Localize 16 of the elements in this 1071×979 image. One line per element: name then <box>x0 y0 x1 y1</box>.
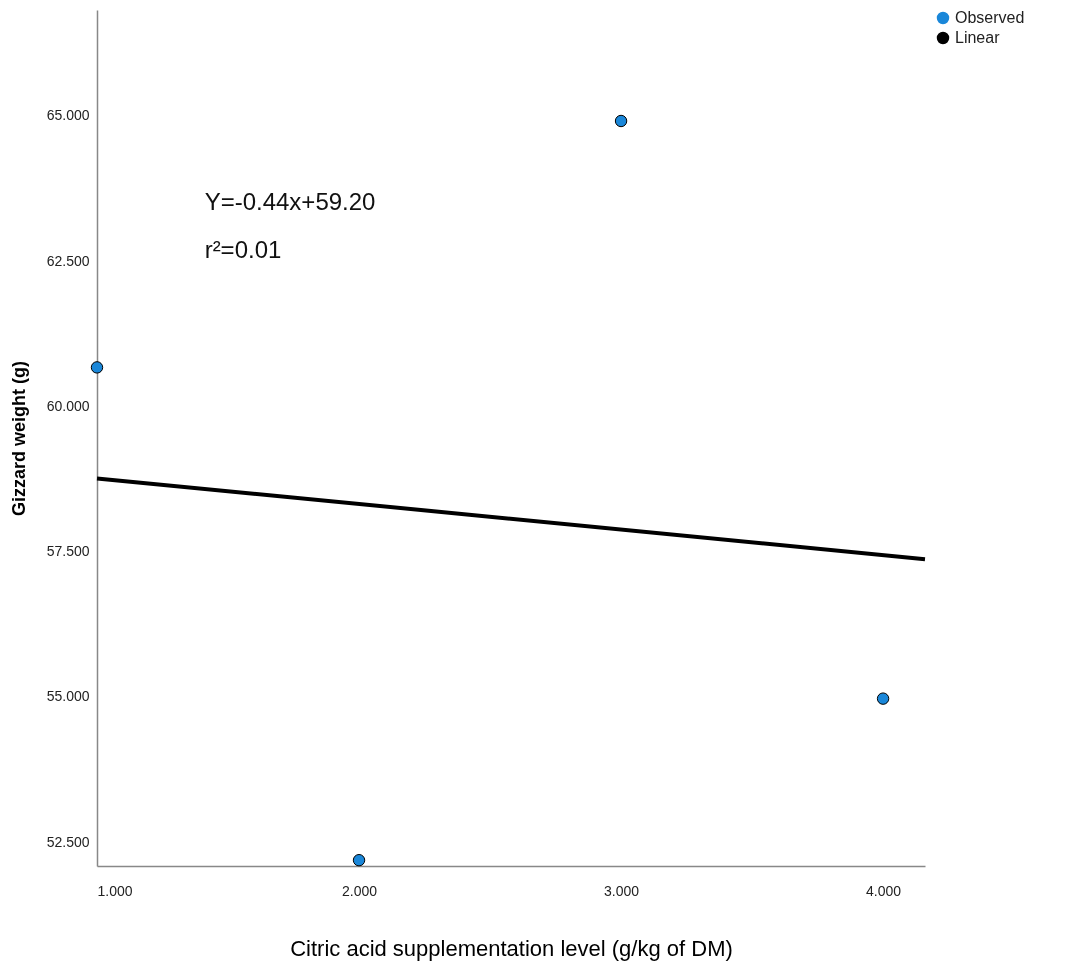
x-tick-label: 2.000 <box>342 882 378 899</box>
x-tick-label: 4.000 <box>866 882 902 899</box>
y-tick-label: 52.500 <box>46 833 90 850</box>
x-axis-title: Citric acid supplementation level (g/kg of DM) <box>290 935 733 961</box>
y-axis-title: Gizzard weight (g) <box>8 361 29 516</box>
x-tick-label: 3.000 <box>604 882 640 899</box>
y-tick-label: 62.500 <box>46 252 90 269</box>
y-tick-label: 55.000 <box>46 688 90 705</box>
legend-label: Observed <box>955 9 1025 26</box>
annotation: Y=-0.44x+59.20 <box>204 187 376 215</box>
annotation: r²=0.01 <box>204 236 282 264</box>
y-tick-label: 60.000 <box>46 397 90 414</box>
y-tick-label: 57.500 <box>46 543 90 560</box>
legend-label: Linear <box>955 29 1001 46</box>
x-tick-label: 1.000 <box>97 882 133 899</box>
y-tick-label: 65.000 <box>46 107 90 124</box>
